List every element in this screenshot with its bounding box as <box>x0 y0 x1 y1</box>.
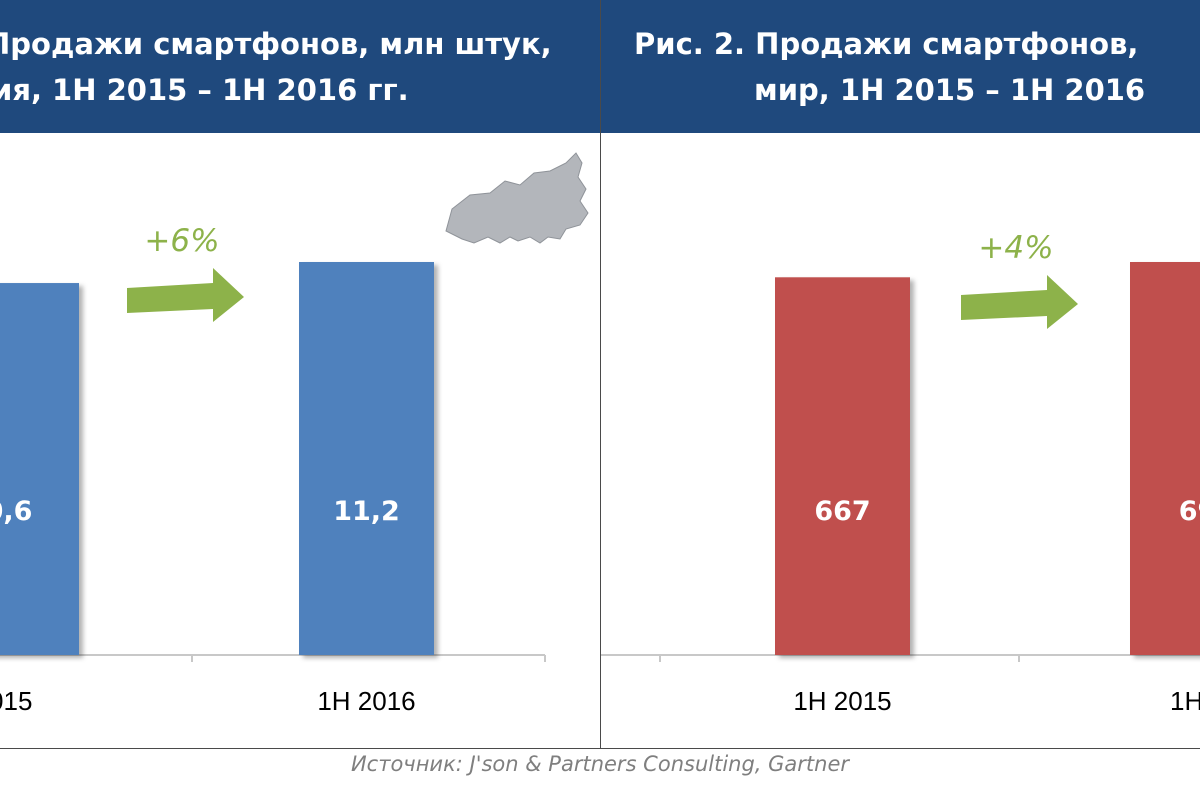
growth-percentage: +4% <box>978 230 1053 266</box>
chart-title-line: мир, 1H 2015 – 1H 2016 <box>754 73 1146 107</box>
bar-value-label: 0,6 <box>0 496 32 527</box>
bar <box>775 277 910 655</box>
category-label: 1H 2016 <box>317 686 415 716</box>
bar-chart-world: 667 1H 2015 69 1H 2 +4% <box>601 230 1200 716</box>
chart-title-world: Рис. 2. Продажи смартфонов, мир, 1H 2015… <box>601 0 1200 133</box>
bar <box>1130 262 1200 655</box>
source-note: Источник: J'son & Partners Consulting, G… <box>350 752 850 776</box>
chart-title-russia: Продажи смартфонов, млн штук, ия, 1H 201… <box>0 0 600 133</box>
category-label: 2015 <box>0 686 32 716</box>
figure-frame <box>0 748 1200 749</box>
chart-title-line: ия, 1H 2015 – 1H 2016 гг. <box>0 73 409 107</box>
bar-value-label: 11,2 <box>333 496 400 527</box>
chart-panel-russia: Продажи смартфонов, млн штук, ия, 1H 201… <box>0 0 600 748</box>
category-label: 1H 2015 <box>793 686 891 716</box>
russia-map-icon <box>445 152 589 244</box>
category-label: 1H 2 <box>1170 686 1200 716</box>
chart-title-line: Рис. 2. Продажи смартфонов, <box>634 27 1139 61</box>
growth-percentage: +6% <box>144 223 219 259</box>
panel-divider <box>600 0 601 748</box>
bar-value-label: 667 <box>814 496 870 527</box>
bar <box>299 262 434 655</box>
bar-value-label: 69 <box>1179 496 1200 527</box>
bar <box>0 283 79 655</box>
growth-arrow <box>961 275 1078 329</box>
chart-panel-world: Рис. 2. Продажи смартфонов, мир, 1H 2015… <box>601 0 1200 748</box>
growth-arrow <box>127 268 244 322</box>
chart-title-line: Продажи смартфонов, млн штук, <box>0 27 552 61</box>
bar-chart-russia: 0,6 2015 11,2 1H 2016 +6% <box>0 152 589 716</box>
